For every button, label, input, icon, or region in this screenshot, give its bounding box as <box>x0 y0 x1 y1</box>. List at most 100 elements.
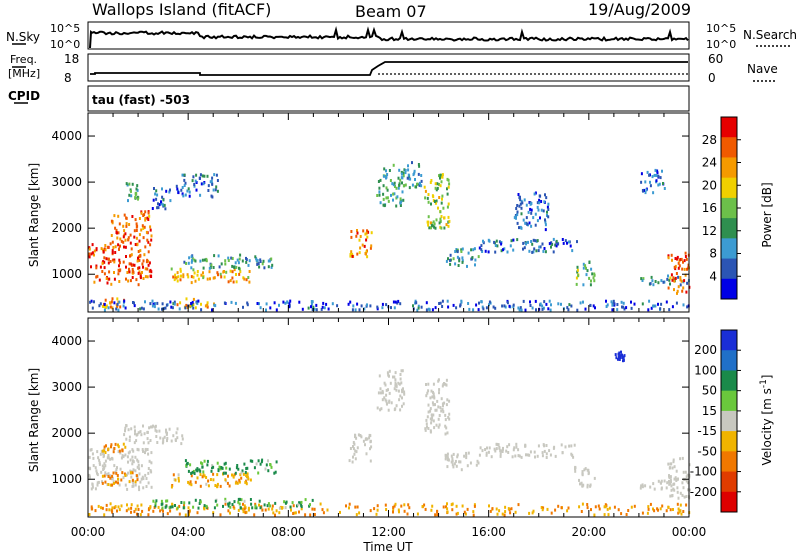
velocity-echo-cell <box>681 481 684 485</box>
velocity-echo-cell <box>142 486 145 490</box>
velocity-echo-cell <box>160 502 163 506</box>
velocity-echo-cell <box>240 471 243 475</box>
power-echo-cell <box>116 302 119 306</box>
power-echo-cell <box>400 170 403 174</box>
power-echo-cell <box>546 205 549 209</box>
velocity-echo-cell <box>355 450 358 454</box>
power-echo-cell <box>369 246 372 250</box>
power-echo-cell <box>369 304 372 308</box>
power-echo-cell <box>550 241 553 245</box>
velocity-echo-cell <box>451 457 454 461</box>
velocity-echo-cell <box>130 510 132 514</box>
velocity-echo-cell <box>166 499 169 503</box>
power-echo-cell <box>122 224 125 228</box>
velocity-echo-cell <box>144 448 147 452</box>
velocity-echo-cell <box>614 353 617 357</box>
velocity-echo-cell <box>128 439 131 442</box>
power-echo-cell <box>197 277 200 281</box>
power-echo-cell <box>125 277 127 281</box>
velocity-echo-cell <box>460 468 463 472</box>
power-echo-cell <box>662 280 665 284</box>
power-echo-cell <box>165 303 168 307</box>
velocity-echo-cell <box>92 464 95 468</box>
power-echo-cell <box>672 276 675 280</box>
velocity-echo-cell <box>238 480 241 484</box>
velocity-echo-cell <box>426 415 429 419</box>
power-echo-cell <box>199 259 202 263</box>
velocity-echo-cell <box>237 500 240 504</box>
velocity-echo-cell <box>188 512 190 516</box>
velocity-echo-cell <box>298 501 301 505</box>
power-echo-cell <box>192 175 195 179</box>
velocity-echo-cell <box>181 434 184 438</box>
power-echo-cell <box>103 256 106 260</box>
velocity-echo-cell <box>665 486 668 490</box>
velocity-echo-cell <box>137 431 140 435</box>
power-echo-cell <box>128 267 130 271</box>
power-echo-cell <box>169 188 171 192</box>
velocity-echo-cell <box>583 468 586 472</box>
power-echo-cell <box>529 207 532 211</box>
power-echo-cell <box>179 267 182 271</box>
power-echo-cell <box>657 302 659 306</box>
power-echo-cell <box>512 248 515 252</box>
velocity-echo-cell <box>105 503 108 507</box>
velocity-echo-cell <box>685 495 688 498</box>
power-echo-cell <box>656 169 659 173</box>
velocity-echo-cell <box>101 481 104 485</box>
velocity-echo-cell <box>517 448 520 452</box>
power-echo-cell <box>530 211 533 215</box>
velocity-echo-cell <box>136 465 139 469</box>
x-tick-label: 04:00 <box>171 525 206 539</box>
velocity-echo-cell <box>145 485 148 488</box>
power-echo-cell <box>530 224 533 228</box>
power-echo-cell <box>592 276 595 280</box>
power-echo-cell <box>431 194 434 198</box>
velocity-echo-cell <box>147 441 150 445</box>
velocity-echo-cell <box>245 474 248 478</box>
power-echo-cell <box>548 299 551 303</box>
velocity-echo-cell <box>345 504 347 508</box>
velocity-echo-cell <box>652 482 655 486</box>
power-echo-cell <box>417 304 420 308</box>
power-echo-cell <box>376 305 379 309</box>
power-colorbar-segment <box>721 197 737 219</box>
velocity-echo-cell <box>375 512 378 516</box>
power-echo-cell <box>508 304 511 308</box>
velocity-echo-cell <box>542 506 545 510</box>
power-echo-cell <box>487 250 490 254</box>
y-tick-label: 1000 <box>51 472 82 486</box>
power-echo-cell <box>182 273 185 277</box>
power-echo-cell <box>461 260 464 264</box>
power-echo-cell <box>164 306 167 310</box>
velocity-echo-cell <box>154 428 157 432</box>
power-echo-cell <box>668 308 671 312</box>
velocity-echo-cell <box>444 382 447 386</box>
power-echo-cell <box>378 190 381 194</box>
velocity-echo-cell <box>228 467 231 471</box>
power-echo-cell <box>188 190 191 194</box>
velocity-echo-cell <box>397 389 400 393</box>
velocity-echo-cell <box>270 465 273 469</box>
power-echo-cell <box>447 178 450 182</box>
velocity-echo-cell <box>568 444 571 448</box>
velocity-echo-cell <box>240 498 243 502</box>
power-echo-cell <box>183 178 186 182</box>
power-echo-cell <box>325 302 328 306</box>
power-echo-cell <box>550 303 552 307</box>
velocity-echo-cell <box>388 391 391 395</box>
power-echo-cell <box>439 301 442 305</box>
power-echo-cell <box>195 188 198 192</box>
velocity-echo-cell <box>147 481 150 485</box>
velocity-echo-cell <box>594 505 597 509</box>
velocity-echo-cell <box>446 456 449 460</box>
power-echo-cell <box>594 306 596 310</box>
y-tick-label: 3000 <box>51 175 82 189</box>
power-echo-cell <box>135 222 138 226</box>
power-echo-cell <box>113 277 116 281</box>
velocity-echo-cell <box>669 508 672 512</box>
velocity-echo-cell <box>134 483 137 487</box>
power-echo-cell <box>540 200 543 203</box>
velocity-echo-cell <box>381 391 384 395</box>
velocity-echo-cell <box>399 408 402 412</box>
